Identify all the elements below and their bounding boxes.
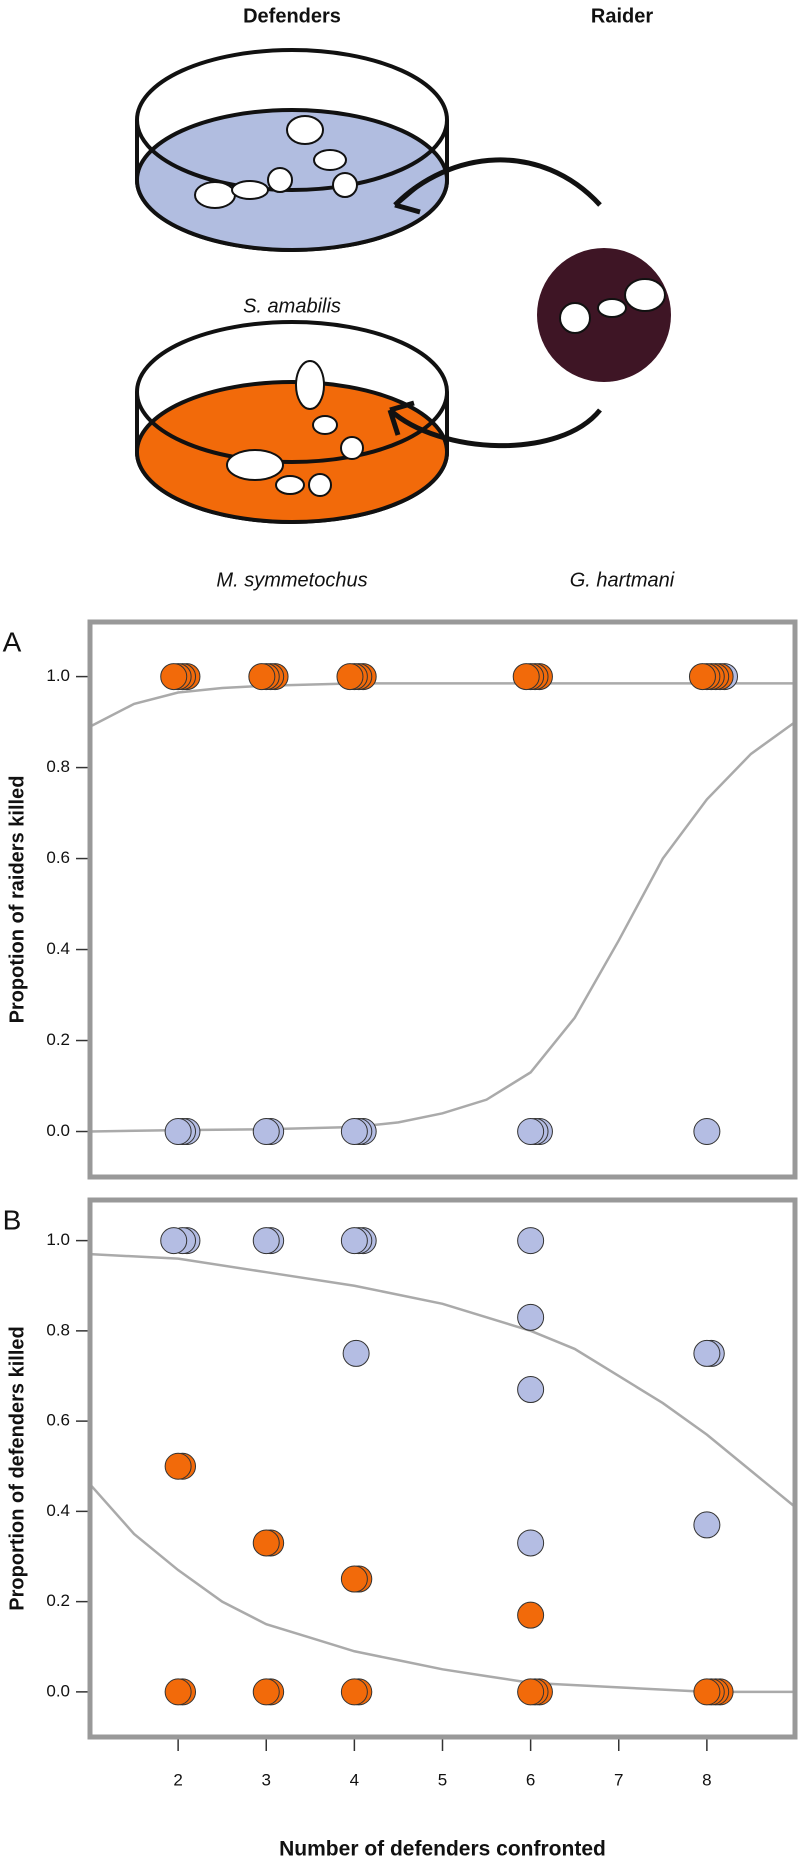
y-tick-label: 1.0 [46,666,70,685]
data-point [517,1303,545,1331]
species-label: S. amabilis [243,295,341,317]
data-point [693,1678,721,1706]
plot-frame [87,619,798,1180]
x-tick-label: 8 [702,1770,711,1789]
y-tick-label: 0.0 [46,1121,70,1140]
data-point [252,1529,280,1557]
x-tick-label: 3 [262,1770,271,1789]
panel-label: B [3,1204,22,1235]
ant [226,360,364,497]
y-tick-label: 0.2 [46,1591,70,1610]
ant [194,115,358,209]
heading: Defenders [243,5,341,27]
arrow [388,408,602,449]
plot-frame [87,1197,798,1740]
data-point [688,663,716,691]
arrow-head [393,186,421,215]
illustration: Defenders Raider S. amabilis M. symmetoc… [135,5,675,591]
data-point [252,1118,280,1146]
data-point [340,1118,368,1146]
y-tick-label: 0.2 [46,1030,70,1049]
data-point [342,1339,370,1367]
data-point [693,1339,721,1367]
arrow-head [387,400,415,436]
data-point [517,1678,545,1706]
data-point [336,663,364,691]
x-tick-label: 2 [173,1770,182,1789]
data-point [160,663,188,691]
x-axis-label: Number of defenders confronted [279,1838,606,1861]
panel-label: A [3,626,22,657]
arrow [393,157,602,207]
y-axis-label: Proportion of defenders killed [6,1326,28,1610]
fit-curve [89,721,796,1133]
fit-curve [89,682,795,728]
dish-rim [135,320,449,464]
y-tick-label: 0.4 [46,1501,70,1520]
data-point [517,1118,545,1146]
data-point [693,1511,721,1539]
y-tick-label: 0.4 [46,939,70,958]
data-point [340,1227,368,1255]
y-tick-label: 0.0 [46,1681,70,1700]
data-point [517,1529,545,1557]
data-point [340,1678,368,1706]
data-point [164,1678,192,1706]
data-point [693,1118,721,1146]
y-tick-label: 0.8 [46,1320,70,1339]
data-point [160,1227,188,1255]
data-point [164,1118,192,1146]
y-tick-label: 1.0 [46,1230,70,1249]
y-tick-label: 0.6 [46,1411,70,1430]
data-point [512,663,540,691]
fit-curve [89,1252,796,1508]
x-tick-label: 7 [614,1770,623,1789]
species-label: M. symmetochus [216,569,367,591]
data-point [517,1227,545,1255]
y-tick-label: 0.8 [46,757,70,776]
data-point [164,1452,192,1480]
dish-base [135,380,449,524]
data-point [248,663,276,691]
panel: A Propotion of raiders killed 0.0 0.2 0.4 0.6… [3,619,798,1180]
data-point [517,1601,545,1629]
data-point [517,1376,545,1404]
x-tick-label: 6 [526,1770,535,1789]
panel: B Proportion of defenders killed Number of… [3,1197,798,1861]
dish-rim [135,48,449,192]
data-point [252,1678,280,1706]
data-point [340,1565,368,1593]
x-tick-label: 4 [350,1770,359,1789]
x-tick-label: 5 [438,1770,447,1789]
y-axis-label: Propotion of raiders killed [6,776,28,1024]
y-tick-label: 0.6 [46,848,70,867]
ant [559,278,666,334]
fit-curve [89,1483,795,1694]
species-label: G. hartmani [570,569,675,591]
heading: Raider [591,5,653,27]
data-point [252,1227,280,1255]
